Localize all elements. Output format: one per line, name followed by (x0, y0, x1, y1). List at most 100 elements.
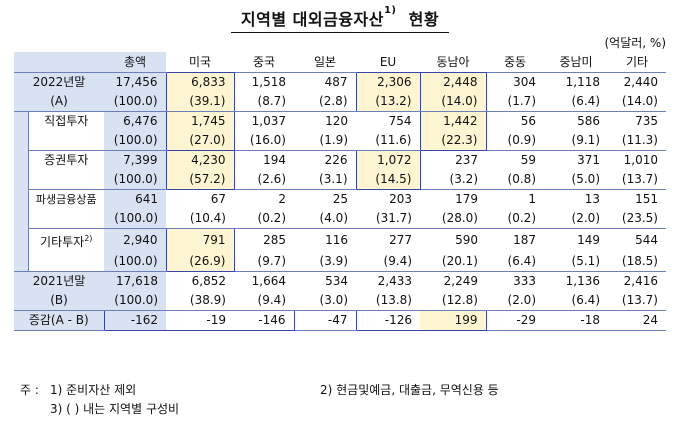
share-cell: (9.4) (234, 291, 294, 311)
value-cell: 6,833 (165, 72, 235, 92)
value-cell: -126 (355, 310, 420, 331)
value-cell: 120 (294, 111, 356, 131)
share-cell: (1.9) (294, 131, 356, 151)
value-cell: 179 (420, 189, 486, 209)
share-cell: (1.7) (486, 92, 544, 112)
row-sublabel: (B) (14, 291, 104, 311)
notes-prefix: 주 : (20, 383, 39, 397)
share-cell: (5.1) (544, 252, 608, 272)
share-cell: (3.0) (294, 291, 356, 311)
value-cell: 203 (356, 189, 420, 209)
row-label: 기타투자2) (27, 228, 104, 252)
share-cell: (3.2) (420, 170, 486, 190)
table-row-share: (A) (100.0) (39.1) (8.7) (2.8) (13.2) (14.0) (1… (14, 92, 666, 112)
value-cell: 487 (294, 72, 356, 92)
value-cell: 2,448 (419, 72, 487, 92)
value-cell: 1,136 (544, 271, 608, 291)
column-header: 미국 (166, 52, 234, 73)
data-table: 총액 미국 중국 일본 EU 동남아 중동 중남미 기타 2022년말 17,456 6,833 1,5… (14, 52, 666, 331)
value-cell: 24 (608, 310, 666, 331)
value-cell: 59 (486, 150, 544, 170)
title-footnote-mark: 1) (383, 5, 397, 16)
value-cell: 333 (486, 271, 544, 291)
table-title: 지역별 대외금융자산1) 현황 (0, 5, 680, 33)
share-cell: (13.8) (356, 291, 420, 311)
value-cell: 1,745 (165, 111, 235, 131)
column-header: 동남아 (420, 52, 486, 73)
share-cell: (6.4) (486, 252, 544, 272)
value-cell: 590 (420, 228, 486, 252)
table-row-share: (B) (100.0) (38.9) (9.4) (3.0) (13.8) (12.8) (2… (14, 291, 666, 311)
value-cell: 2,940 (104, 228, 166, 252)
header-corner (14, 52, 104, 73)
share-cell: (2.0) (544, 209, 608, 229)
value-cell: 544 (608, 228, 666, 252)
column-header: 중동 (486, 52, 544, 73)
column-header: 일본 (294, 52, 356, 73)
row-label: 증권투자 (27, 150, 104, 170)
share-cell: (9.7) (234, 252, 294, 272)
value-cell: 7,399 (104, 150, 166, 170)
share-cell: (28.0) (420, 209, 486, 229)
value-cell: 151 (608, 189, 666, 209)
value-cell: 1 (486, 189, 544, 209)
value-cell: 194 (234, 150, 294, 170)
table-row: 2022년말 17,456 6,833 1,518 487 2,306 2,448 304 1,… (14, 72, 666, 92)
value-cell: 277 (356, 228, 420, 252)
share-cell: (100.0) (104, 291, 166, 311)
value-cell: 534 (294, 271, 356, 291)
indent-cell (14, 228, 28, 272)
share-cell: (12.8) (420, 291, 486, 311)
value-cell: 2,306 (355, 72, 421, 92)
value-cell: 56 (486, 111, 544, 131)
value-cell: 1,118 (544, 72, 608, 92)
value-cell: 1,010 (608, 150, 666, 170)
value-cell: 2,249 (420, 271, 486, 291)
value-cell: 641 (104, 189, 166, 209)
share-cell: (100.0) (104, 92, 166, 112)
value-cell: 116 (294, 228, 356, 252)
share-cell: (9.1) (544, 131, 608, 151)
table-row-share: (100.0) (57.2) (2.6) (3.1) (14.5) (3.2) (0.8)(… (14, 170, 666, 190)
share-cell: (3.1) (294, 170, 356, 190)
column-header: EU (356, 52, 420, 73)
share-cell: (100.0) (104, 252, 166, 272)
value-cell: 2,416 (608, 271, 666, 291)
note-2: 2) 현금및예금, 대출금, 무역신용 등 (320, 383, 499, 397)
value-cell: 371 (544, 150, 608, 170)
value-cell: 1,664 (234, 271, 294, 291)
table-row: 증감(A - B) -162 -19 -146 -47 -126 199 -29 -18 24 (14, 310, 666, 331)
share-cell: (26.9) (165, 252, 235, 272)
value-cell: 754 (356, 111, 420, 131)
share-cell: (5.0) (544, 170, 608, 190)
share-cell: (2.6) (234, 170, 294, 190)
share-cell: (9.4) (356, 252, 420, 272)
row-label-blank (27, 170, 104, 190)
value-cell: 187 (486, 228, 544, 252)
share-cell: (0.2) (234, 209, 294, 229)
row-label: 파생금융상품 (27, 189, 104, 209)
title-suffix: 현황 (408, 10, 440, 29)
row-label: 증감(A - B) (14, 310, 104, 331)
share-cell: (4.0) (294, 209, 356, 229)
row-label-blank (27, 209, 104, 229)
share-cell: (8.7) (234, 92, 294, 112)
table-row: 기타투자2) 2,940 791 285 116 277 590 187 149 544 (14, 228, 666, 272)
share-cell: (14.5) (355, 170, 421, 190)
footnotes: 주 : 1) 준비자산 제외 2) 현금및예금, 대출금, 무역신용 등 3) … (20, 381, 499, 419)
share-cell: (0.8) (486, 170, 544, 190)
value-cell: -18 (544, 310, 608, 331)
column-header: 총액 (104, 52, 166, 73)
share-cell: (27.0) (165, 131, 235, 151)
column-header: 중남미 (544, 52, 608, 73)
share-cell: (100.0) (104, 131, 166, 151)
value-cell: 285 (234, 228, 294, 252)
share-cell: (23.5) (608, 209, 666, 229)
value-cell: 25 (294, 189, 356, 209)
title-text: 지역별 대외금융자산 (240, 10, 384, 29)
table-row-share: (100.0) (27.0) (16.0) (1.9) (11.6) (22.3) (0.9… (14, 131, 666, 151)
column-header: 중국 (234, 52, 294, 73)
note-3: 3) ( ) 내는 지역별 구성비 (50, 402, 180, 416)
share-cell: (0.9) (486, 131, 544, 151)
share-cell: (100.0) (104, 170, 166, 190)
